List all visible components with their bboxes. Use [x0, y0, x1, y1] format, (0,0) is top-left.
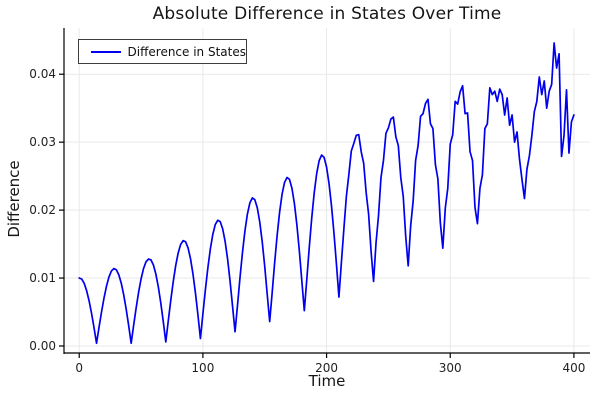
y-tick-label: 0.02	[29, 203, 56, 217]
legend-line-swatch	[91, 50, 121, 53]
y-tick-label: 0.04	[29, 67, 56, 81]
y-tick-label: 0.00	[29, 339, 56, 353]
x-tick-label: 0	[75, 361, 83, 375]
difference-line	[78, 42, 575, 345]
y-tick-label: 0.03	[29, 135, 56, 149]
legend-label: Difference in States	[127, 44, 246, 59]
x-axis-label: Time	[308, 372, 346, 390]
legend-box: Difference in States	[78, 39, 247, 64]
y-tick-label: 0.01	[29, 271, 56, 285]
x-tick-label: 300	[439, 361, 462, 375]
x-tick-label: 100	[191, 361, 214, 375]
x-tick-label: 400	[562, 361, 585, 375]
chart-title: Absolute Difference in States Over Time	[152, 4, 502, 24]
y-axis-label: Difference	[5, 160, 23, 238]
x-tick-label: 200	[315, 361, 338, 375]
